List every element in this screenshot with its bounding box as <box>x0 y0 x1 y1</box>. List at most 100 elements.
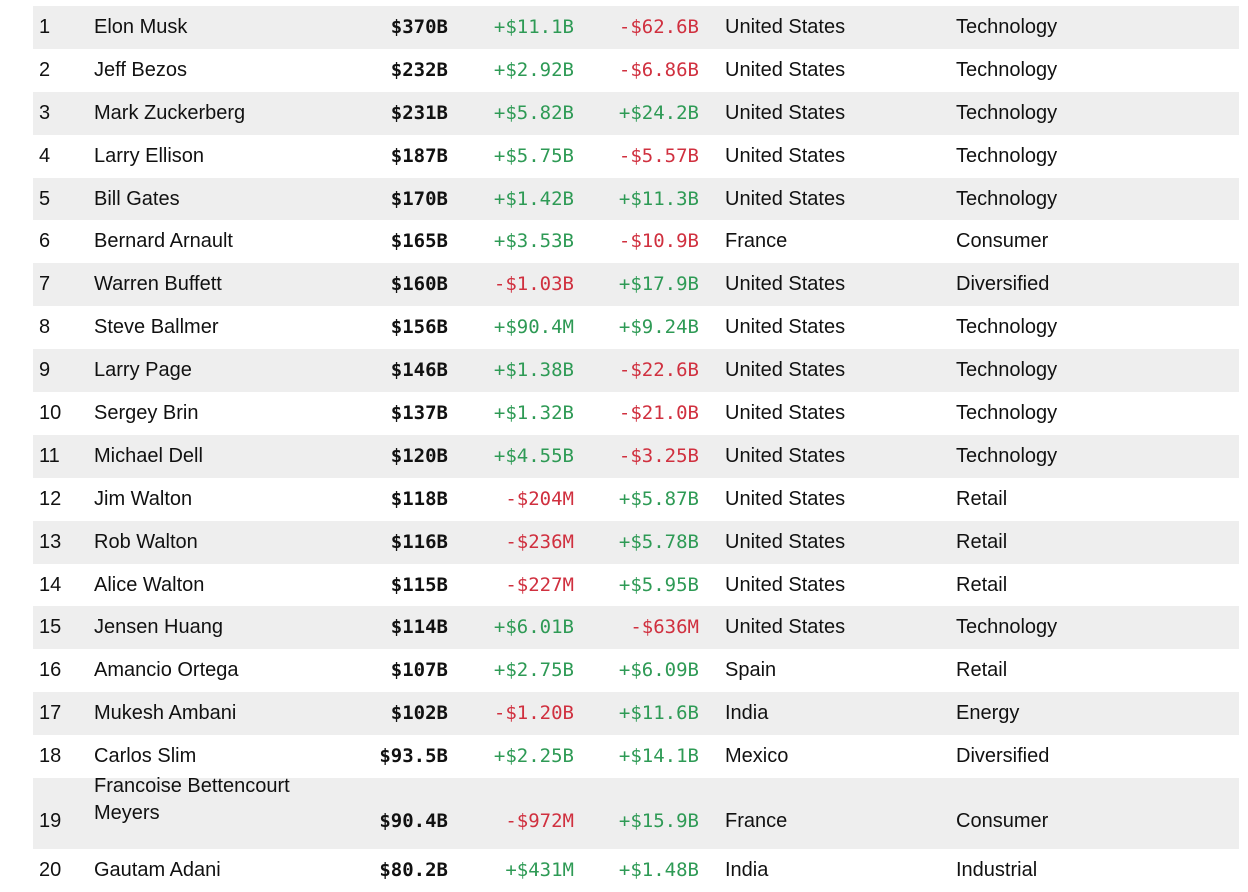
name-cell[interactable]: Larry Ellison <box>94 144 205 167</box>
country-cell: United States <box>725 573 846 596</box>
name-cell[interactable]: Mukesh Ambani <box>94 702 237 725</box>
name-cell[interactable]: Alice Walton <box>94 573 205 596</box>
country-cell: United States <box>725 402 846 425</box>
name-cell[interactable]: Warren Buffett <box>94 273 222 296</box>
ytd-change-cell: -$22.6B <box>618 359 699 382</box>
rank-cell: 9 <box>39 359 51 382</box>
last-change-cell: -$227M <box>505 573 574 596</box>
net-worth-cell: $165B <box>390 230 448 253</box>
industry-cell: Retail <box>956 573 1008 596</box>
net-worth-cell: $370B <box>390 16 448 38</box>
net-worth-cell: $187B <box>390 144 448 167</box>
table-row[interactable]: 15 Jensen Huang $114B +$6.01B -$636M Uni… <box>33 606 1239 650</box>
industry-cell: Diversified <box>956 745 1050 768</box>
ytd-change-cell: +$1.48B <box>618 859 699 882</box>
name-cell[interactable]: Larry Page <box>94 359 192 382</box>
table-row[interactable]: 20 Gautam Adani $80.2B +$431M +$1.48B In… <box>33 849 1239 892</box>
net-worth-cell: $114B <box>390 616 448 639</box>
table-row[interactable]: 5 Bill Gates $170B +$1.42B +$11.3B Unite… <box>33 177 1239 221</box>
industry-cell: Retail <box>956 530 1008 553</box>
table-row[interactable]: 8 Steve Ballmer $156B +$90.4M +$9.24B Un… <box>33 306 1239 349</box>
country-cell: France <box>725 810 788 833</box>
country-cell: United States <box>725 16 846 38</box>
industry-cell: Technology <box>956 359 1058 382</box>
name-cell[interactable]: Sergey Brin <box>94 402 199 425</box>
name-cell[interactable]: Rob Walton <box>94 530 198 553</box>
table-row[interactable]: 16 Amancio Ortega $107B +$2.75B +$6.09B … <box>33 649 1239 692</box>
last-change-cell: -$972M <box>505 810 574 833</box>
industry-cell: Technology <box>956 101 1058 124</box>
country-cell: United States <box>725 444 846 467</box>
net-worth-cell: $231B <box>390 101 448 124</box>
rank-cell: 10 <box>39 402 62 425</box>
industry-cell: Consumer <box>956 810 1049 833</box>
table-row[interactable]: 11 Michael Dell $120B +$4.55B -$3.25B Un… <box>33 434 1239 478</box>
net-worth-cell: $80.2B <box>379 859 448 882</box>
ytd-change-cell: -$10.9B <box>618 230 699 253</box>
country-cell: Mexico <box>725 745 789 768</box>
table-row[interactable]: 9 Larry Page $146B +$1.38B -$22.6B Unite… <box>33 349 1239 393</box>
name-cell[interactable]: Michael Dell <box>94 444 203 467</box>
ytd-change-cell: +$17.9B <box>618 273 699 296</box>
table-row[interactable]: 19 Francoise Bettencourt Meyers $90.4B -… <box>33 775 1239 850</box>
rank-cell: 7 <box>39 273 51 296</box>
name-cell[interactable]: Gautam Adani <box>94 859 221 882</box>
name-cell[interactable]: Mark Zuckerberg <box>94 101 246 124</box>
table-row[interactable]: 1 Elon Musk $370B +$11.1B -$62.6B United… <box>33 6 1239 49</box>
ytd-change-cell: -$62.6B <box>618 16 699 38</box>
industry-cell: Retail <box>956 659 1008 682</box>
country-cell: United States <box>725 187 846 210</box>
net-worth-cell: $232B <box>390 58 448 81</box>
table-row[interactable]: 3 Mark Zuckerberg $231B +$5.82B +$24.2B … <box>33 91 1239 135</box>
net-worth-cell: $102B <box>390 702 448 725</box>
last-change-cell: +$2.75B <box>493 659 574 682</box>
country-cell: United States <box>725 144 846 167</box>
table-row[interactable]: 10 Sergey Brin $137B +$1.32B -$21.0B Uni… <box>33 392 1239 435</box>
table-row[interactable]: 12 Jim Walton $118B -$204M +$5.87B Unite… <box>33 478 1239 521</box>
name-cell[interactable]: Jim Walton <box>94 487 193 510</box>
name-cell[interactable]: Amancio Ortega <box>94 659 239 682</box>
table-row[interactable]: 17 Mukesh Ambani $102B -$1.20B +$11.6B I… <box>33 692 1239 736</box>
country-cell: United States <box>725 616 846 639</box>
net-worth-cell: $107B <box>390 659 448 682</box>
country-cell: United States <box>725 101 846 124</box>
last-change-cell: +$90.4M <box>493 316 574 339</box>
name-cell[interactable]: Carlos Slim <box>94 745 197 768</box>
table-row[interactable]: 4 Larry Ellison $187B +$5.75B -$5.57B Un… <box>33 135 1239 178</box>
net-worth-cell: $93.5B <box>379 745 448 768</box>
rank-cell: 12 <box>39 487 62 510</box>
table-row[interactable]: 7 Warren Buffett $160B -$1.03B +$17.9B U… <box>33 263 1239 307</box>
net-worth-cell: $115B <box>390 573 448 596</box>
table-row[interactable]: 18 Carlos Slim $93.5B +$2.25B +$14.1B Me… <box>33 735 1239 778</box>
last-change-cell: +$3.53B <box>493 230 574 253</box>
name-cell[interactable]: Jeff Bezos <box>94 58 188 81</box>
name-cell[interactable]: Jensen Huang <box>94 616 223 639</box>
name-cell[interactable]: Francoise Bettencourt Meyers <box>94 775 290 825</box>
country-cell: United States <box>725 487 846 510</box>
table-row[interactable]: 6 Bernard Arnault $165B +$3.53B -$10.9B … <box>33 220 1239 263</box>
net-worth-cell: $118B <box>390 487 448 510</box>
country-cell: United States <box>725 530 846 553</box>
name-cell[interactable]: Bernard Arnault <box>94 230 233 253</box>
last-change-cell: +$1.38B <box>493 359 574 382</box>
ytd-change-cell: +$14.1B <box>618 745 699 768</box>
last-change-cell: -$204M <box>505 487 574 510</box>
name-cell[interactable]: Elon Musk <box>94 16 188 38</box>
table-row[interactable]: 14 Alice Walton $115B -$227M +$5.95B Uni… <box>33 564 1239 607</box>
industry-cell: Technology <box>956 316 1058 339</box>
last-change-cell: +$431M <box>505 859 574 882</box>
industry-cell: Technology <box>956 58 1058 81</box>
name-cell[interactable]: Bill Gates <box>94 187 180 210</box>
rank-cell: 16 <box>39 659 62 682</box>
ytd-change-cell: +$11.3B <box>618 187 699 210</box>
rank-cell: 15 <box>39 616 62 639</box>
last-change-cell: +$2.25B <box>493 745 574 768</box>
ytd-change-cell: +$5.95B <box>618 573 699 596</box>
table-row[interactable]: 13 Rob Walton $116B -$236M +$5.78B Unite… <box>33 520 1239 564</box>
name-cell[interactable]: Steve Ballmer <box>94 316 219 339</box>
country-cell: United States <box>725 58 846 81</box>
rank-cell: 19 <box>39 810 62 833</box>
ytd-change-cell: -$636M <box>630 616 699 639</box>
rank-cell: 1 <box>39 16 51 38</box>
table-row[interactable]: 2 Jeff Bezos $232B +$2.92B -$6.86B Unite… <box>33 49 1239 92</box>
